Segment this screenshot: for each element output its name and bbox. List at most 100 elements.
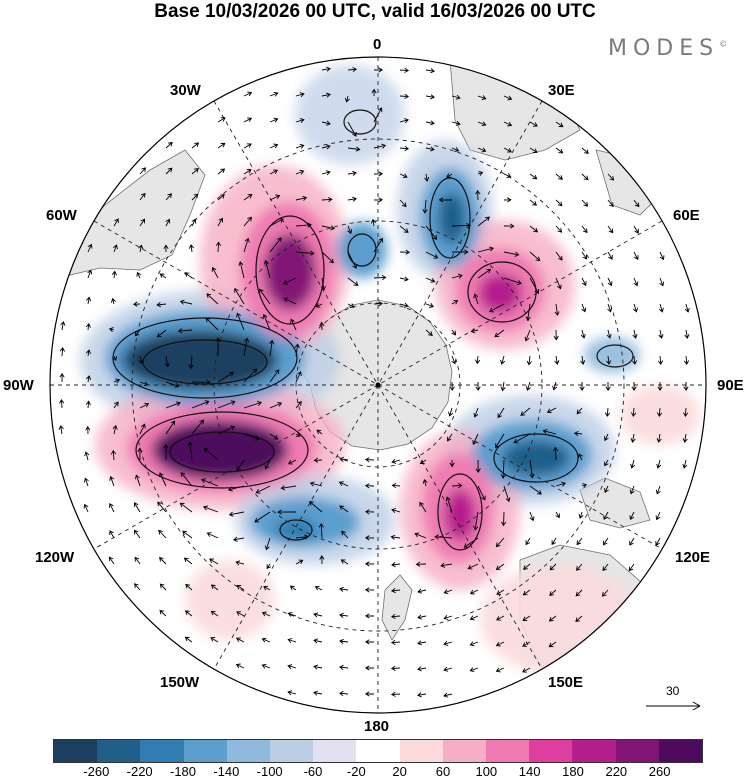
wind-arrow (202, 505, 219, 513)
lon-label-30w: 30W (170, 82, 201, 99)
wind-arrow (236, 611, 245, 617)
wind-arrow (422, 478, 428, 487)
wind-arrow (602, 563, 609, 572)
wind-arrow (347, 303, 355, 308)
meridian-30w-150e (213, 100, 543, 670)
wind-arrow (469, 641, 479, 647)
wind-arrow (601, 589, 609, 597)
wind-arrow (60, 321, 66, 331)
wind-arrow (469, 615, 479, 621)
wind-arrow (165, 401, 181, 409)
anomaly-core-blue-north (438, 192, 466, 244)
new-zealand (381, 574, 413, 641)
south-america (59, 149, 206, 276)
wind-arrow (243, 117, 253, 123)
wind-arrow (390, 613, 401, 620)
wind-arrow (495, 433, 505, 449)
wind-arrow (85, 349, 92, 357)
wind-arrow (604, 433, 609, 442)
wind-arrow (463, 537, 479, 548)
wind-arrow (320, 277, 326, 291)
colorbar-segment (313, 740, 357, 762)
wind-arrow (295, 534, 309, 540)
wind-arrow (630, 433, 636, 443)
wind-arrow (581, 225, 588, 234)
wind-arrow (607, 251, 613, 260)
anomaly-mid-blue-center-north (337, 222, 387, 278)
wind-arrow (264, 537, 271, 551)
wind-arrow (217, 194, 225, 201)
wind-arrow (529, 199, 537, 206)
wind-arrow (165, 141, 173, 149)
wind-arrow (451, 300, 459, 305)
lon-label-0: 0 (373, 36, 382, 53)
wind-arrow (391, 482, 401, 489)
wind-arrow (165, 193, 172, 201)
wind-arrow (83, 503, 89, 513)
wind-arrow (321, 144, 331, 150)
wind-arrow (364, 691, 375, 697)
wind-arrow (110, 297, 116, 305)
wind-arrow (261, 637, 271, 643)
wind-arrow (113, 244, 118, 253)
wind-arrow (184, 272, 193, 279)
wind-arrow (477, 216, 490, 227)
wind-arrow (236, 312, 245, 331)
reference-vector-label: 30 (666, 684, 680, 698)
wind-arrow (477, 147, 487, 153)
wind-arrow (451, 222, 471, 229)
wind-arrow (313, 690, 323, 696)
colorbar-tick-label: -60 (303, 764, 323, 779)
wind-arrow (294, 343, 300, 357)
wind-arrow (287, 664, 297, 670)
wind-arrow (399, 276, 409, 282)
wind-arrow (391, 458, 401, 464)
anomaly-halo-blue-far-e (584, 337, 640, 373)
wind-arrow (235, 637, 245, 643)
wind-arrow (470, 328, 479, 334)
wind-arrow (139, 218, 146, 227)
wind-arrow (156, 302, 167, 308)
lon-label-150e: 150E (548, 674, 584, 691)
wind-arrow (58, 425, 64, 435)
wind-arrow (399, 249, 411, 255)
lon-label-120e: 120E (675, 549, 711, 566)
wind-arrow (243, 337, 250, 357)
wind-arrow (87, 243, 93, 253)
wind-arrow (581, 147, 589, 154)
wind-arrow (475, 189, 481, 201)
wind-arrow (655, 537, 661, 546)
contour-pink-west-outer (135, 411, 309, 489)
wind-arrow (475, 381, 481, 392)
wind-arrow (235, 560, 245, 566)
wind-arrow (503, 147, 512, 153)
wind-arrow (554, 355, 560, 365)
wind-arrow (313, 638, 323, 644)
contour-blue-far-east (596, 344, 634, 368)
wind-arrow (529, 121, 538, 127)
wind-arrow (84, 451, 90, 461)
meridian-60w-120e (93, 220, 663, 550)
wind-arrow (313, 457, 323, 463)
wind-arrow (184, 610, 193, 617)
wind-arrow (603, 511, 609, 520)
wind-arrow (440, 562, 453, 568)
wind-arrow (573, 430, 583, 437)
wind-arrow (629, 511, 635, 521)
wind-arrow (287, 690, 297, 696)
wind-arrow (295, 169, 305, 175)
wind-arrow (629, 485, 635, 495)
wind-arrow (529, 251, 541, 262)
wind-arrow (529, 173, 538, 180)
wind-arrow (287, 611, 297, 617)
wind-arrow (477, 268, 492, 279)
wind-arrow (243, 169, 252, 175)
wind-arrow (496, 615, 505, 621)
lon-label-180: 180 (364, 718, 390, 735)
wind-arrow (163, 244, 169, 253)
wind-arrow (184, 636, 193, 643)
colorbar-tick-label: -220 (126, 764, 153, 779)
wind-arrow (555, 121, 564, 128)
wind-arrow (364, 665, 375, 671)
wind-arrow (234, 287, 245, 305)
